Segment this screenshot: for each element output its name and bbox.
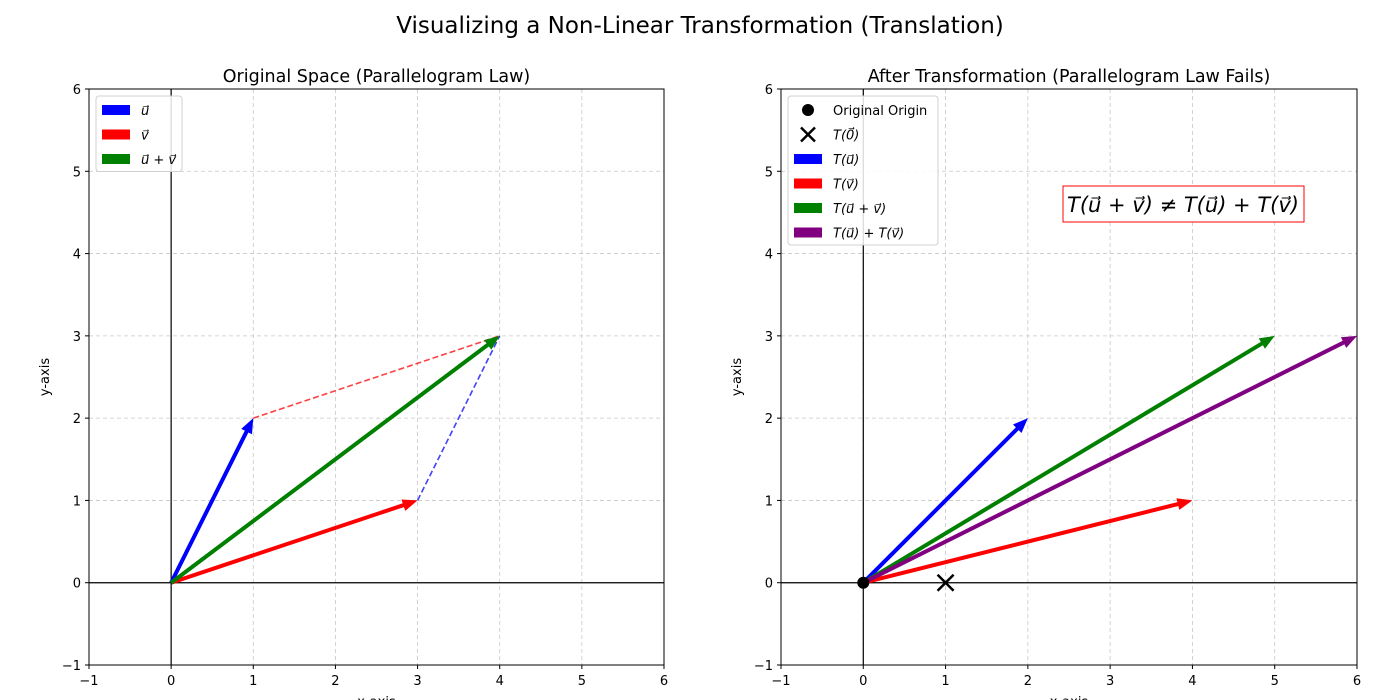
vector-arrow-1 — [169, 418, 254, 584]
x-tick-label: 2 — [1024, 674, 1032, 689]
y-tick-label: 6 — [73, 83, 81, 98]
y-tick-label: 1 — [73, 494, 81, 509]
legend-label: T(u⃗ + v⃗) — [833, 202, 886, 217]
vector-arrow-1 — [861, 418, 1028, 585]
legend-label: T(u⃗) + T(v⃗) — [833, 227, 904, 242]
vector-arrow-4 — [862, 335, 1357, 585]
figure-title: Visualizing a Non-Linear Transformation … — [396, 13, 1004, 39]
legend-swatch — [102, 129, 130, 140]
x-axis-label: x-axis — [357, 695, 396, 700]
legend-marker-circle — [802, 104, 814, 116]
y-tick-label: 2 — [73, 412, 81, 427]
x-tick-label: 1 — [941, 674, 949, 689]
legend-swatch — [794, 178, 822, 189]
legend-label: T(u⃗) — [833, 153, 859, 168]
legend-swatch — [794, 154, 822, 164]
y-tick-label: 4 — [765, 248, 773, 263]
subplot-2: −1 0 1 2 3 4 5 6 −1 0 1 2 3 4 5 6 After Transformation (… — [730, 67, 1361, 700]
legend: Original Origin T(0⃗) T(u⃗) T(v⃗) T(u⃗ + v⃗)… — [787, 95, 939, 246]
annotation-box — [1062, 185, 1305, 223]
x-tick-label: 5 — [1271, 674, 1279, 689]
vector-arrow-2 — [170, 499, 418, 585]
legend-swatch — [794, 227, 822, 238]
y-tick-label: 3 — [765, 330, 773, 345]
y-tick-label: 6 — [765, 83, 773, 98]
x-tick-label: 6 — [660, 674, 668, 689]
legend-label: T(v⃗) — [833, 178, 859, 193]
x-tick-label: 6 — [1353, 674, 1361, 689]
legend-marker-x — [800, 126, 816, 143]
x-tick-label: 4 — [1188, 674, 1196, 689]
origin-point — [857, 576, 870, 589]
x-axis-label: x-axis — [1050, 695, 1089, 700]
x-tick-label: 0 — [859, 674, 867, 689]
legend-label: T(0⃗) — [833, 127, 859, 143]
x-tick-label: −1 — [771, 674, 790, 689]
legend-frame — [787, 95, 939, 246]
x-tick-label: 3 — [1106, 674, 1114, 689]
y-tick-label: 4 — [73, 248, 81, 263]
legend-label: v⃗ — [141, 129, 149, 144]
x-marker — [936, 573, 955, 592]
x-tick-label: 5 — [578, 674, 586, 689]
x-tick-label: 3 — [413, 674, 421, 689]
legend-swatch — [794, 203, 822, 213]
annotation-text: T(u⃗ + v⃗) ≠ T(u⃗) + T(v⃗) — [1067, 193, 1299, 217]
y-tick-label: 3 — [73, 330, 81, 345]
x-tick-label: −1 — [79, 674, 98, 689]
axes-frame — [780, 88, 1358, 666]
vector-arrow-3 — [169, 335, 500, 585]
legend-swatch — [102, 154, 130, 164]
subplot-title: Original Space (Parallelogram Law) — [223, 67, 530, 87]
vector-arrow-3 — [862, 335, 1275, 585]
y-tick-label: −1 — [754, 659, 773, 674]
legend-label: u⃗ + v⃗ — [141, 153, 177, 168]
y-axis-label: y-axis — [730, 358, 745, 396]
y-tick-label: 0 — [765, 577, 773, 592]
x-tick-label: 2 — [331, 674, 339, 689]
legend-swatch — [102, 105, 130, 115]
axes-frame — [88, 88, 665, 666]
x-tick-label: 1 — [249, 674, 257, 689]
vector-arrow-2 — [862, 498, 1193, 585]
legend: u⃗ v⃗ u⃗ + v⃗ — [95, 95, 183, 172]
y-tick-label: 1 — [765, 494, 773, 509]
dashed-line — [253, 335, 500, 419]
y-tick-label: 0 — [73, 577, 81, 592]
y-axis-label: y-axis — [38, 358, 53, 396]
y-tick-label: 5 — [765, 165, 773, 180]
y-tick-label: −1 — [62, 659, 81, 674]
legend-label: u⃗ — [141, 104, 149, 119]
subplot-title: After Transformation (Parallelogram Law … — [868, 67, 1271, 87]
y-tick-label: 2 — [765, 412, 773, 427]
dashed-line — [416, 335, 501, 501]
x-tick-label: 4 — [496, 674, 504, 689]
x-tick-label: 0 — [167, 674, 175, 689]
legend-label: Original Origin — [833, 104, 927, 119]
subplot-1: −1 0 1 2 3 4 5 6 −1 0 1 2 3 4 5 6 Original Space (Parall… — [38, 67, 668, 700]
y-tick-label: 5 — [73, 165, 81, 180]
